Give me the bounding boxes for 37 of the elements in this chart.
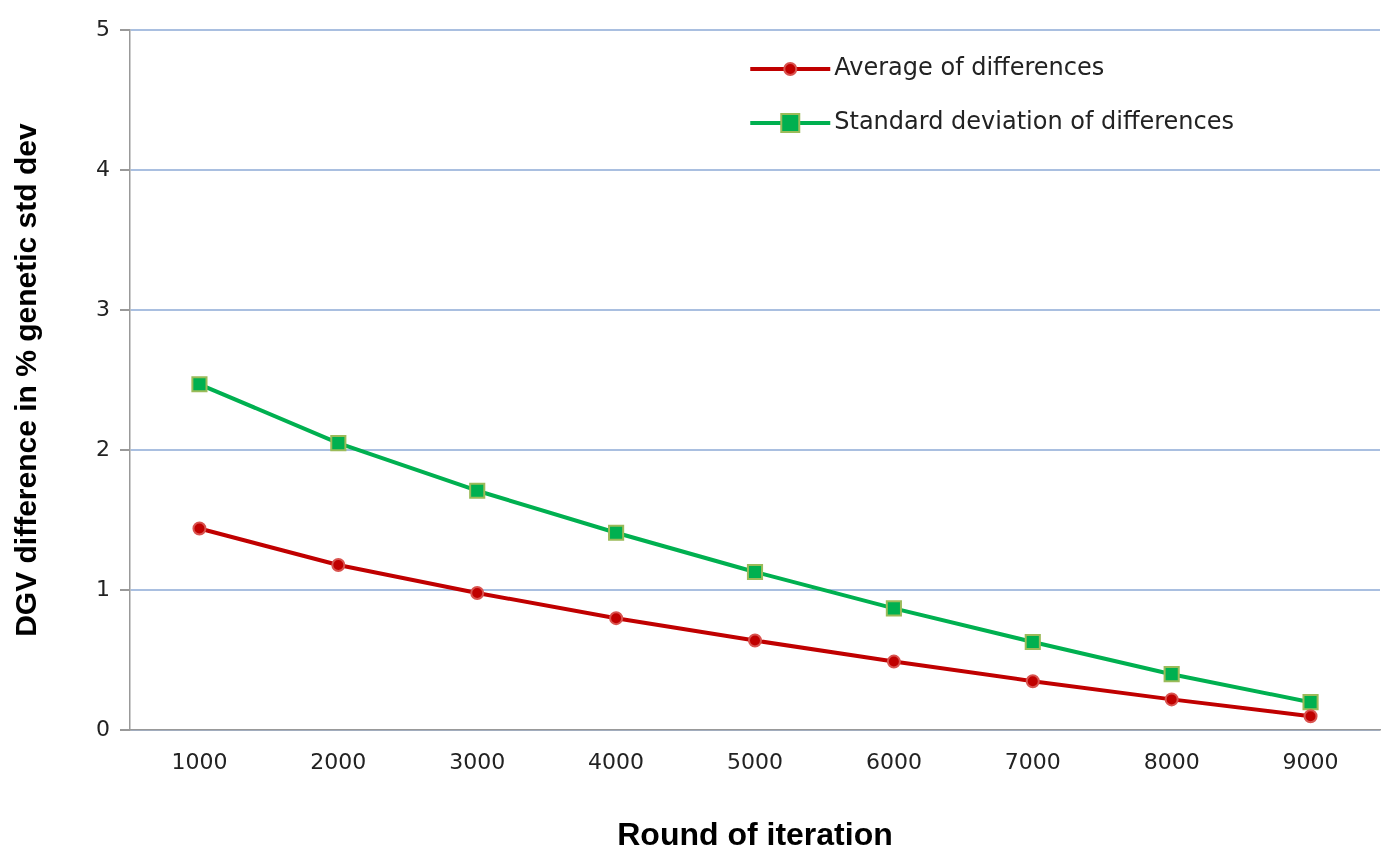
y-tick-label: 5 [96, 15, 110, 41]
x-axis-title: Round of iteration [617, 815, 893, 852]
x-tick-label: 7000 [1004, 749, 1061, 775]
point [608, 524, 625, 541]
x-tick-label: 9000 [1282, 749, 1339, 775]
point [330, 435, 347, 452]
point [1164, 692, 1179, 707]
x-tick-label: 6000 [865, 749, 922, 775]
point [191, 376, 208, 393]
y-tick-label: 4 [96, 155, 110, 181]
y-tick-label: 3 [96, 295, 110, 321]
y-axis-title: DGV difference in % genetic std dev [9, 123, 43, 637]
point [331, 557, 346, 572]
legend-label: Average of differences [834, 53, 1105, 82]
point [886, 654, 901, 669]
point [1025, 674, 1040, 689]
point [470, 585, 485, 600]
point [1024, 633, 1041, 651]
point [746, 563, 764, 581]
y-tick-label: 2 [96, 435, 110, 461]
legend-label: Standard deviation of differences [834, 107, 1235, 136]
point [885, 600, 902, 617]
x-tick-label: 3000 [449, 749, 506, 775]
point [1163, 666, 1180, 683]
y-tick-label: 1 [96, 575, 110, 601]
x-tick-label: 2000 [310, 749, 367, 775]
x-tick-label: 1000 [171, 749, 228, 775]
point [1302, 694, 1319, 711]
x-tick-label: 4000 [588, 749, 645, 775]
point [192, 521, 207, 536]
x-tick-label: 8000 [1143, 749, 1200, 775]
y-tick-label: 0 [96, 715, 110, 741]
x-tick-label: 5000 [727, 749, 783, 775]
point [748, 633, 762, 648]
point [609, 611, 624, 626]
point [1303, 709, 1318, 724]
point [469, 482, 486, 499]
